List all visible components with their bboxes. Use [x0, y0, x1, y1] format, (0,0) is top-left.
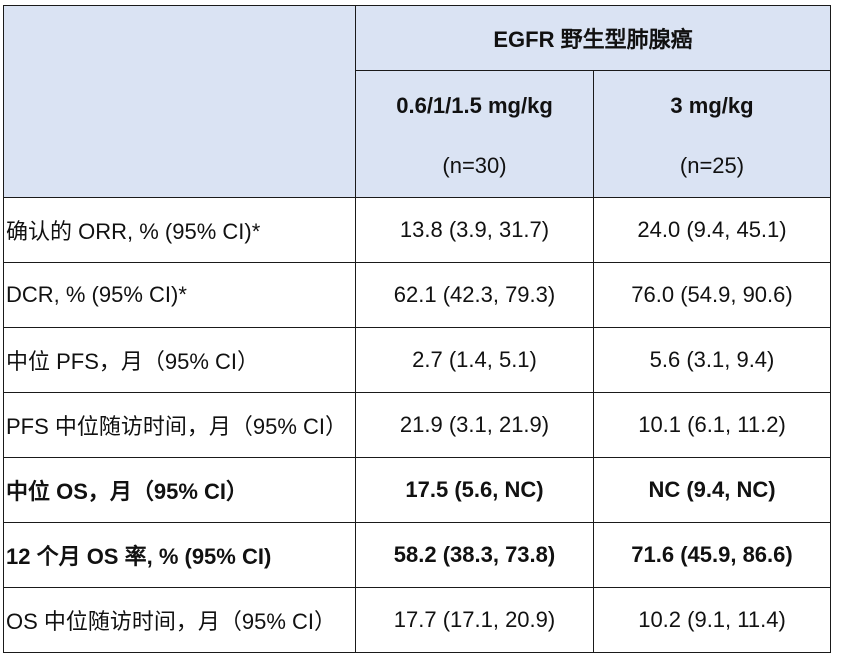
table-cell: 62.1 (42.3, 79.3) [355, 262, 594, 328]
results-table-container: EGFR 野生型肺腺癌 0.6/1/1.5 mg/kg (n=30) 3 mg/… [3, 5, 831, 653]
row-label: 12 个月 OS 率, % (95% CI) [3, 522, 356, 588]
sample-size: (n=30) [442, 153, 507, 178]
column-header-low-dose: 0.6/1/1.5 mg/kg (n=30) [355, 70, 594, 198]
table-row: 确认的 ORR, % (95% CI)* 13.8 (3.9, 31.7) 24… [3, 197, 831, 263]
row-label: 确认的 ORR, % (95% CI)* [3, 197, 356, 263]
table-cell: NC (9.4, NC) [593, 457, 831, 523]
table-cell: 13.8 (3.9, 31.7) [355, 197, 594, 263]
dose-label: 3 mg/kg [670, 93, 754, 118]
efficacy-results-table: EGFR 野生型肺腺癌 0.6/1/1.5 mg/kg (n=30) 3 mg/… [3, 5, 831, 653]
table-cell: 10.2 (9.1, 11.4) [593, 587, 831, 653]
table-row: 12 个月 OS 率, % (95% CI) 58.2 (38.3, 73.8)… [3, 522, 831, 588]
table-cell: 5.6 (3.1, 9.4) [593, 327, 831, 393]
dose-label: 0.6/1/1.5 mg/kg [396, 93, 553, 118]
table-cell: 21.9 (3.1, 21.9) [355, 392, 594, 458]
table-cell: 24.0 (9.4, 45.1) [593, 197, 831, 263]
table-cell: 2.7 (1.4, 5.1) [355, 327, 594, 393]
table-cell: 76.0 (54.9, 90.6) [593, 262, 831, 328]
group-title: EGFR 野生型肺腺癌 [355, 5, 831, 71]
table-cell: 58.2 (38.3, 73.8) [355, 522, 594, 588]
header-row-dose: 0.6/1/1.5 mg/kg (n=30) 3 mg/kg (n=25) [4, 70, 831, 198]
table-cell: 71.6 (45.9, 86.6) [593, 522, 831, 588]
column-header-high-dose: 3 mg/kg (n=25) [593, 70, 831, 198]
table-row: 中位 PFS，月（95% CI） 2.7 (1.4, 5.1) 5.6 (3.1… [3, 327, 831, 393]
table-row: DCR, % (95% CI)* 62.1 (42.3, 79.3) 76.0 … [3, 262, 831, 328]
table-cell: 17.5 (5.6, NC) [355, 457, 594, 523]
row-label: OS 中位随访时间，月（95% CI） [3, 587, 356, 653]
table-row: 中位 OS，月（95% CI） 17.5 (5.6, NC) NC (9.4, … [3, 457, 831, 523]
header-row-group: EGFR 野生型肺腺癌 [3, 5, 831, 198]
sample-size: (n=25) [679, 153, 745, 178]
header-empty-corner [3, 5, 356, 198]
row-label: 中位 OS，月（95% CI） [3, 457, 356, 523]
table-cell: 10.1 (6.1, 11.2) [593, 392, 831, 458]
table-cell: 17.7 (17.1, 20.9) [355, 587, 594, 653]
row-label: 中位 PFS，月（95% CI） [3, 327, 356, 393]
table-row: PFS 中位随访时间，月（95% CI） 21.9 (3.1, 21.9) 10… [3, 392, 831, 458]
table-row: OS 中位随访时间，月（95% CI） 17.7 (17.1, 20.9) 10… [3, 587, 831, 653]
row-label: DCR, % (95% CI)* [3, 262, 356, 328]
row-label: PFS 中位随访时间，月（95% CI） [3, 392, 356, 458]
